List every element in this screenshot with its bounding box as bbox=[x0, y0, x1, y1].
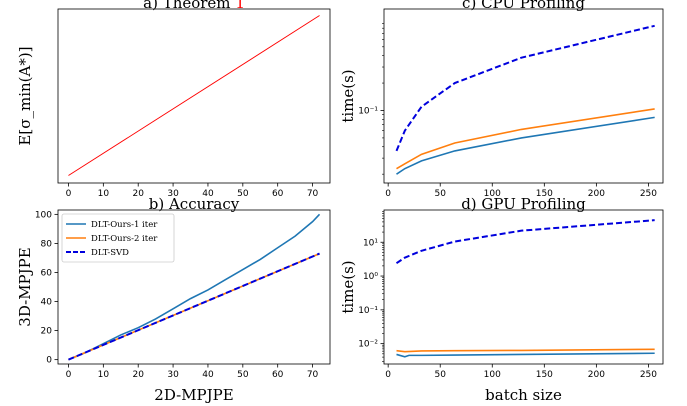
x-tick-label: 250 bbox=[640, 189, 657, 199]
y-tick-label: 20 bbox=[41, 327, 53, 337]
theorem-reference: 1 bbox=[231, 0, 245, 12]
chart-panel-3: 0 50 100 150 200 250 10⁻² 10⁻¹ 10⁰ 10¹ d) GPU Prof… bbox=[339, 195, 664, 404]
series-line-0 bbox=[68, 15, 320, 176]
x-tick-label: 150 bbox=[536, 370, 553, 380]
x-tick-label: 50 bbox=[434, 370, 446, 380]
y-tick-label: 100 bbox=[35, 210, 52, 220]
y-tick-label: 60 bbox=[41, 268, 53, 278]
series-line-0 bbox=[68, 213, 321, 361]
series-line-2 bbox=[396, 116, 655, 175]
x-tick-label: 200 bbox=[588, 370, 605, 380]
x-tick-label: 40 bbox=[202, 370, 214, 380]
x-tick-label: 50 bbox=[237, 189, 249, 199]
legend-label: DLT-Ours-1 iter bbox=[91, 220, 158, 230]
y-tick-label: 80 bbox=[41, 239, 53, 249]
x-tick-label: 50 bbox=[434, 189, 446, 199]
x-tick-label: 250 bbox=[640, 370, 657, 380]
x-tick-label: 150 bbox=[536, 189, 553, 199]
y-tick-label: 0 bbox=[46, 356, 52, 366]
x-tick-label: 100 bbox=[484, 370, 501, 380]
chart-title: a) Theorem 1 bbox=[143, 0, 245, 12]
x-tick-label: 200 bbox=[588, 189, 605, 199]
x-axis-label: batch size bbox=[485, 386, 562, 404]
x-tick-label: 30 bbox=[167, 370, 179, 380]
x-tick-label: 10 bbox=[98, 189, 110, 199]
chart-title: c) CPU Profiling bbox=[462, 0, 585, 12]
chart-title: d) GPU Profiling bbox=[461, 195, 586, 213]
legend-box bbox=[61, 213, 175, 263]
x-tick-label: 0 bbox=[385, 370, 391, 380]
y-tick-label: 10⁰ bbox=[363, 272, 378, 282]
plot-frame bbox=[57, 8, 331, 184]
chart-panel-1: 0 10 20 30 40 50 60 70 0 20 40 60 80 100 b) Accuracy 2D… bbox=[16, 195, 331, 404]
series-line-1 bbox=[396, 348, 655, 353]
chart-panel-2: 0 50 100 150 200 250 10⁻¹ c) CPU Profiling time(… bbox=[339, 0, 664, 199]
legend: DLT-Ours-1 iter DLT-Ours-2 iter DLT-SVD bbox=[61, 213, 175, 263]
plot-frame bbox=[383, 209, 664, 365]
x-tick-label: 20 bbox=[132, 370, 144, 380]
chart-title: b) Accuracy bbox=[149, 195, 240, 213]
legend-label: DLT-Ours-2 iter bbox=[91, 234, 158, 244]
y-axis-label: time(s) bbox=[339, 69, 357, 122]
x-tick-label: 30 bbox=[167, 189, 179, 199]
x-tick-label: 20 bbox=[132, 189, 144, 199]
x-tick-label: 60 bbox=[272, 370, 284, 380]
x-tick-label: 70 bbox=[307, 189, 319, 199]
y-axis-label: time(s) bbox=[339, 260, 357, 313]
y-tick-label: 10¹ bbox=[363, 238, 378, 248]
x-tick-label: 0 bbox=[385, 189, 391, 199]
x-tick-label: 0 bbox=[66, 189, 72, 199]
y-tick-label: 10⁻¹ bbox=[358, 306, 378, 316]
x-tick-label: 50 bbox=[237, 370, 249, 380]
series-line-0 bbox=[395, 219, 655, 265]
x-tick-label: 40 bbox=[202, 189, 214, 199]
series-line-1 bbox=[396, 108, 655, 170]
x-tick-label: 60 bbox=[272, 189, 284, 199]
y-tick-label: 10⁻¹ bbox=[358, 106, 378, 116]
x-tick-label: 100 bbox=[484, 189, 501, 199]
plot-frame bbox=[383, 8, 664, 184]
y-tick-label: 10⁻² bbox=[358, 340, 378, 350]
x-tick-label: 70 bbox=[307, 370, 319, 380]
series-line-0 bbox=[395, 24, 655, 152]
chart-panel-0: 0 10 20 30 40 50 60 70 a) Theorem 1 E[σ_min(A*)] bbox=[16, 0, 331, 199]
x-tick-label: 10 bbox=[98, 370, 110, 380]
y-axis-label: E[σ_min(A*)] bbox=[16, 46, 34, 145]
y-axis-label: 3D-MPJPE bbox=[16, 247, 34, 326]
legend-label: DLT-SVD bbox=[91, 248, 129, 258]
series-line-2 bbox=[396, 352, 655, 358]
x-axis-label: 2D-MPJPE bbox=[154, 386, 233, 404]
series-line-2 bbox=[68, 252, 320, 361]
plot-frame bbox=[57, 209, 331, 365]
y-tick-label: 40 bbox=[41, 298, 53, 308]
x-tick-label: 0 bbox=[66, 370, 72, 380]
